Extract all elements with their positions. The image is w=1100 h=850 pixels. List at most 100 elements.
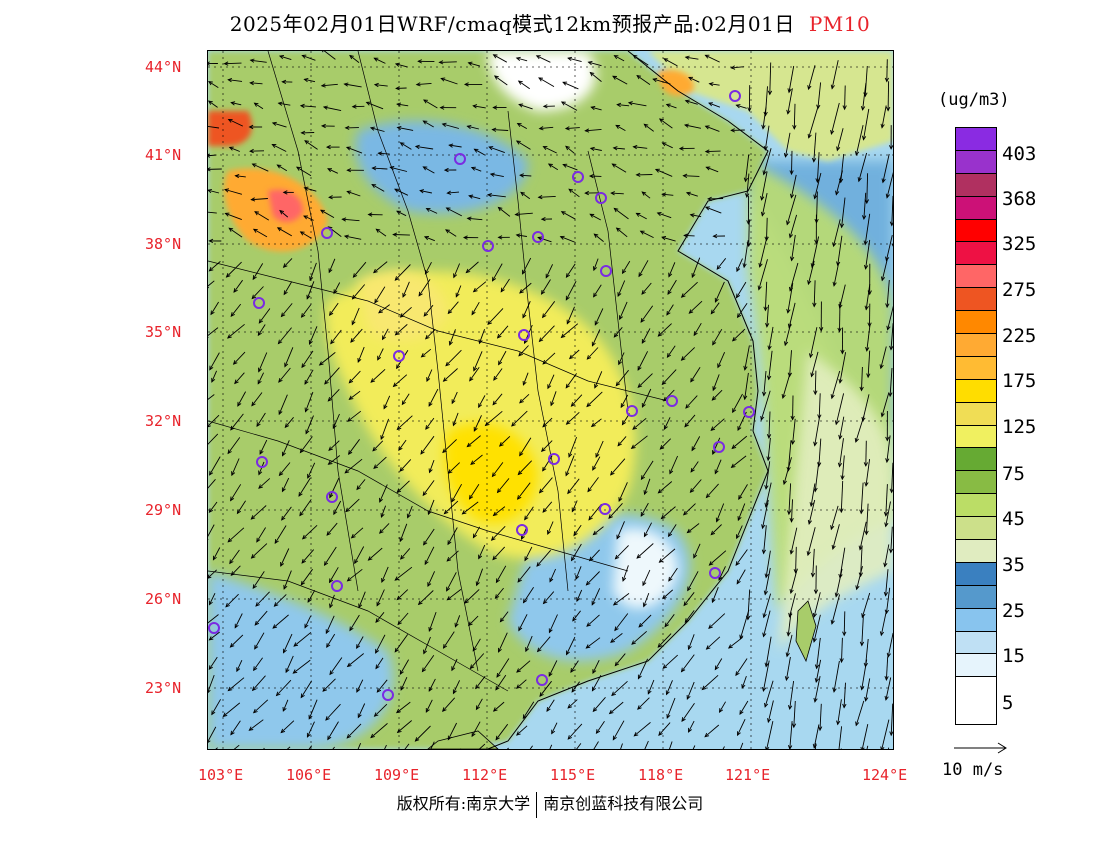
wind-vector-head xyxy=(222,712,228,718)
wind-vector xyxy=(372,440,384,452)
wind-vector xyxy=(865,284,871,310)
wind-vector-head xyxy=(689,213,695,218)
wind-vector xyxy=(393,374,408,387)
wind-vector-head xyxy=(761,391,767,397)
wind-vector xyxy=(525,635,533,652)
wind-vector xyxy=(305,415,314,434)
wind-vector xyxy=(664,614,675,627)
legend-unit: (ug/m3) xyxy=(938,90,1010,110)
wind-vector-head xyxy=(612,601,618,606)
wind-vector xyxy=(641,328,651,344)
wind-vector xyxy=(322,678,336,692)
wind-vector-head xyxy=(498,647,502,653)
wind-vector-head xyxy=(493,376,498,381)
wind-vector-head xyxy=(542,359,548,365)
wind-vector-head xyxy=(425,207,431,212)
wind-vector xyxy=(329,302,339,316)
wind-vector-head xyxy=(614,554,620,560)
wind-vector xyxy=(644,522,652,537)
wind-vector xyxy=(787,283,794,313)
station-marker xyxy=(600,265,612,277)
wind-vector-head xyxy=(889,345,893,351)
wind-vector-head xyxy=(818,326,824,332)
wind-vector xyxy=(761,193,768,216)
wind-vector xyxy=(610,458,626,476)
wind-vector xyxy=(861,592,871,618)
legend-value-label: 325 xyxy=(1002,233,1037,255)
wind-vector-head xyxy=(571,687,576,693)
wind-vector-head xyxy=(300,130,306,135)
wind-vector xyxy=(517,482,531,500)
wind-vector xyxy=(596,721,605,734)
wind-vector xyxy=(352,284,366,300)
wind-vector-head xyxy=(737,426,742,432)
wind-vector-head xyxy=(258,318,264,324)
wind-vector-head xyxy=(236,509,242,515)
wind-vector xyxy=(562,81,579,90)
station-marker xyxy=(595,192,607,204)
wind-vector xyxy=(691,436,701,451)
coastline xyxy=(487,51,769,749)
wind-vector xyxy=(766,721,774,749)
wind-vector xyxy=(347,568,363,582)
wind-vector-head xyxy=(666,310,671,316)
map-panel[interactable] xyxy=(207,50,894,750)
wind-vector-head xyxy=(760,415,765,421)
wind-vector-head xyxy=(500,287,505,293)
wind-vector-head xyxy=(632,425,638,430)
wind-vector-head xyxy=(365,101,371,106)
wind-vector xyxy=(841,197,846,228)
wind-vector-head xyxy=(472,533,477,539)
legend-value-label: 25 xyxy=(1002,600,1025,622)
wind-vector xyxy=(278,327,292,344)
wind-vector xyxy=(346,146,363,154)
wind-vector-head xyxy=(208,188,212,194)
station-marker xyxy=(729,90,741,102)
wind-vector xyxy=(473,105,486,109)
wind-vector-head xyxy=(300,693,305,699)
wind-vector-head xyxy=(631,640,636,645)
wind-vector xyxy=(686,192,698,197)
wind-vector xyxy=(641,460,654,480)
wind-vector-head xyxy=(414,737,420,742)
wind-vector-head xyxy=(373,57,379,62)
wind-vector-head xyxy=(761,524,766,530)
wind-vector xyxy=(416,82,432,86)
wind-vector xyxy=(591,329,601,346)
wind-vector xyxy=(891,195,893,226)
wind-vector-head xyxy=(223,61,229,66)
wind-vector xyxy=(615,369,629,386)
wind-vector-head xyxy=(299,103,305,109)
wind-vector xyxy=(493,701,505,712)
wind-vector-head xyxy=(464,599,469,604)
wind-vector-head xyxy=(478,403,483,409)
wind-vector-head xyxy=(451,497,456,503)
wind-vector xyxy=(415,725,431,742)
station-marker xyxy=(743,406,755,418)
wind-vector-head xyxy=(329,603,334,609)
wind-vector xyxy=(709,550,727,566)
wind-vector xyxy=(473,351,483,371)
wind-vector-head xyxy=(344,125,350,130)
wind-vector-head xyxy=(591,686,596,692)
wind-vector-head xyxy=(641,338,646,344)
lon-label-109: 109°E xyxy=(374,766,420,784)
wind-vector-head xyxy=(668,272,673,278)
wind-vector xyxy=(306,721,315,738)
legend-swatch xyxy=(956,128,996,151)
wind-vector xyxy=(586,391,603,407)
wind-vector-head xyxy=(704,125,710,130)
wind-vector xyxy=(374,57,386,64)
wind-vector xyxy=(283,570,292,590)
wind-vector xyxy=(681,702,695,722)
wind-vector xyxy=(761,171,768,200)
wind-vector xyxy=(279,210,289,218)
wind-vector-head xyxy=(643,532,648,538)
wind-vector xyxy=(473,526,481,538)
wind-vector-head xyxy=(763,590,768,596)
wind-vector-head xyxy=(471,310,476,316)
wind-vector xyxy=(208,125,220,129)
wind-vector-head xyxy=(840,475,845,481)
wind-vector-head xyxy=(786,510,792,516)
wind-vector xyxy=(284,347,294,367)
